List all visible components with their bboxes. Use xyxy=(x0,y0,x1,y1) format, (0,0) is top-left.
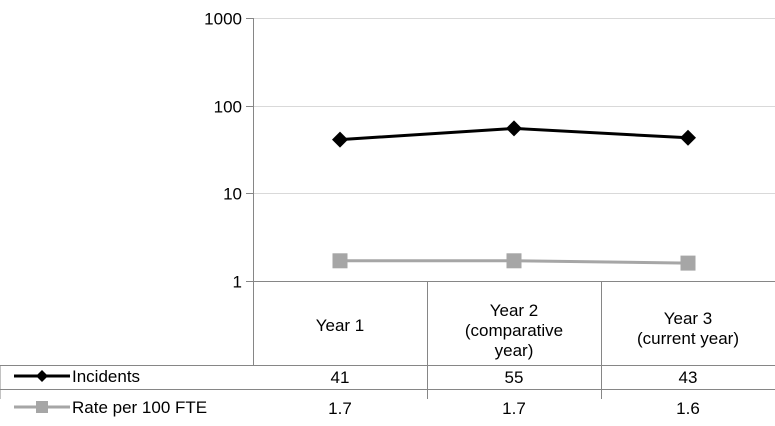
data-point-1-2 xyxy=(680,255,696,271)
table-value-1-0: 1.7 xyxy=(328,399,352,418)
plot-series xyxy=(332,120,696,271)
data-point-1-0 xyxy=(332,253,348,269)
category-label: (comparative xyxy=(465,321,563,340)
legend-marker-0 xyxy=(36,370,48,382)
y-tick-label: 1 xyxy=(233,273,242,292)
data-point-1-1 xyxy=(506,253,522,269)
gridlines xyxy=(246,18,775,282)
category-label: year) xyxy=(495,341,534,360)
y-tick-label: 100 xyxy=(214,98,242,117)
legend-label-0: Incidents xyxy=(72,367,140,386)
legend-label-1: Rate per 100 FTE xyxy=(72,398,207,417)
category-label: Year 3 xyxy=(664,309,713,328)
y-tick-label: 1000 xyxy=(204,10,242,29)
table-value-0-2: 43 xyxy=(679,368,698,387)
category-label: Year 1 xyxy=(316,316,365,335)
legend-marker-1 xyxy=(36,401,48,413)
table-value-0-0: 41 xyxy=(331,368,350,387)
data-point-0-2 xyxy=(680,129,696,146)
data-point-0-1 xyxy=(506,120,522,137)
data-point-0-0 xyxy=(332,131,348,148)
category-label: Year 2 xyxy=(490,301,539,320)
table-value-1-1: 1.7 xyxy=(502,399,526,418)
data-table: Incidents 41 55 43 Rate per 100 FTE 1.7 1.7 1.6 xyxy=(0,281,775,418)
table-value-0-1: 55 xyxy=(505,368,524,387)
y-tick-label: 10 xyxy=(223,185,242,204)
category-label: (current year) xyxy=(637,329,739,348)
table-value-1-2: 1.6 xyxy=(676,399,700,418)
